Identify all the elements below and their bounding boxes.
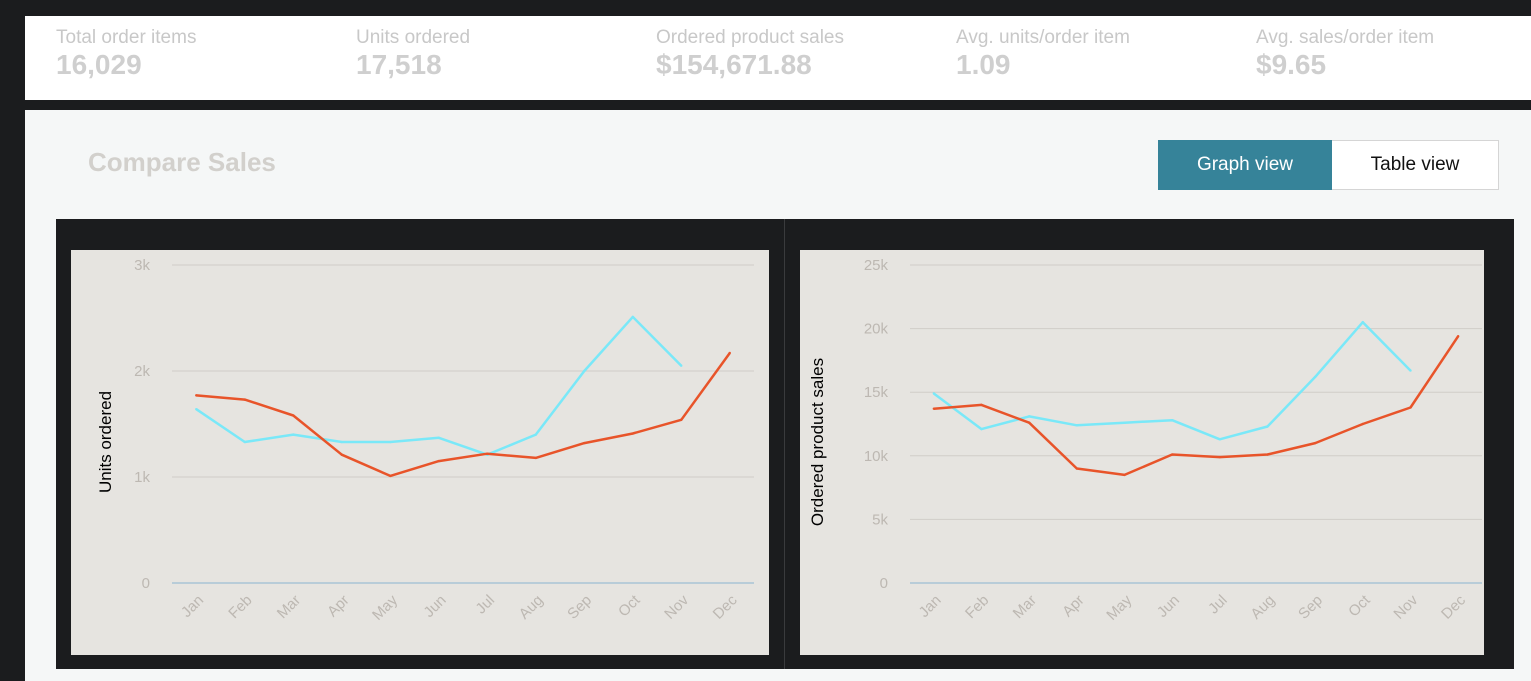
metrics-bar: Total order items 16,029 Units ordered 1… bbox=[25, 16, 1531, 100]
data-point-series-orange bbox=[1170, 453, 1174, 456]
section-separator bbox=[25, 100, 1531, 110]
data-point-series-orange bbox=[340, 453, 343, 456]
charts-container: 0 1k 2k 3k Jan Feb Mar Apr May Jun Jul Aug Sep Oct Nov… bbox=[56, 219, 1514, 669]
y-tick-label: 10k bbox=[864, 448, 889, 465]
metric-value: 17,518 bbox=[356, 49, 442, 80]
data-point-series-cyan bbox=[243, 440, 246, 444]
data-point-series-orange bbox=[1027, 421, 1031, 424]
metric-value: 1.09 bbox=[956, 49, 1011, 80]
data-point-series-cyan bbox=[980, 427, 983, 431]
data-point-series-cyan bbox=[1313, 375, 1317, 379]
plot-background bbox=[71, 250, 769, 655]
data-point-series-cyan bbox=[932, 392, 936, 395]
data-point-series-orange bbox=[728, 351, 731, 355]
data-point-series-orange bbox=[980, 403, 983, 407]
data-point-series-orange bbox=[389, 474, 392, 478]
metric-ordered-product-sales: Ordered product sales $154,671.88 bbox=[656, 26, 844, 80]
metric-label: Avg. sales/order item bbox=[1256, 27, 1435, 48]
data-point-series-orange bbox=[1409, 406, 1412, 409]
data-point-series-cyan bbox=[583, 369, 586, 373]
metric-label: Ordered product sales bbox=[656, 27, 844, 48]
data-point-series-orange bbox=[1361, 422, 1365, 426]
table-view-button[interactable]: Table view bbox=[1332, 140, 1499, 190]
data-point-series-orange bbox=[243, 398, 246, 401]
view-toggle: Graph view Table view bbox=[1158, 140, 1499, 190]
data-point-series-orange bbox=[292, 414, 295, 417]
data-point-series-cyan bbox=[340, 440, 343, 444]
metric-total-order-items: Total order items 16,029 bbox=[56, 26, 196, 80]
y-tick-label: 0 bbox=[880, 575, 888, 592]
y-axis-title: Ordered product sales bbox=[808, 358, 827, 526]
plot-background bbox=[800, 250, 1484, 655]
compare-sales-title: Compare Sales bbox=[88, 147, 276, 177]
data-point-series-orange bbox=[1123, 473, 1126, 477]
y-tick-label: 5k bbox=[872, 511, 888, 528]
data-point-series-cyan bbox=[437, 436, 440, 439]
y-tick-label: 15k bbox=[864, 384, 889, 401]
data-point-series-cyan bbox=[1218, 438, 1222, 441]
data-point-series-cyan bbox=[1266, 425, 1269, 428]
data-point-series-orange bbox=[680, 418, 683, 421]
top-dark-strip bbox=[25, 0, 1531, 16]
metric-label: Units ordered bbox=[356, 27, 471, 48]
data-point-series-orange bbox=[583, 441, 586, 445]
series-line-series-orange bbox=[196, 352, 731, 478]
metric-avg-units-per-order-item: Avg. units/order item 1.09 bbox=[956, 26, 1130, 80]
data-point-series-cyan bbox=[389, 440, 392, 444]
metric-units-ordered: Units ordered 17,518 bbox=[356, 26, 470, 80]
metric-avg-sales-per-order-item: Avg. sales/order item $9.65 bbox=[1256, 26, 1434, 80]
data-point-series-orange bbox=[1313, 441, 1317, 445]
data-point-series-orange bbox=[534, 456, 537, 460]
metric-value: $154,671.88 bbox=[656, 49, 812, 80]
series-line-series-orange bbox=[933, 335, 1460, 477]
y-axis-title: Units ordered bbox=[96, 391, 115, 493]
y-tick-label: 2k bbox=[134, 363, 150, 380]
data-point-series-orange bbox=[1218, 455, 1222, 459]
chart-divider bbox=[784, 219, 785, 669]
y-tick-label: 1k bbox=[134, 469, 150, 486]
data-point-series-orange bbox=[1266, 453, 1269, 456]
data-point-series-cyan bbox=[292, 433, 295, 436]
metric-label: Avg. units/order item bbox=[956, 27, 1130, 48]
metric-label: Total order items bbox=[56, 27, 197, 48]
data-point-series-cyan bbox=[1027, 415, 1031, 418]
metric-value: 16,029 bbox=[56, 49, 142, 80]
metric-value: $9.65 bbox=[1256, 49, 1327, 80]
graph-view-button[interactable]: Graph view bbox=[1158, 140, 1332, 190]
data-point-series-cyan bbox=[631, 315, 634, 319]
data-point-series-orange bbox=[1456, 335, 1460, 338]
data-point-series-cyan bbox=[1409, 369, 1412, 372]
data-point-series-cyan bbox=[195, 407, 198, 411]
compare-sales-panel: Compare Sales Graph view Table view 0 1k 2… bbox=[25, 110, 1531, 681]
y-tick-label: 20k bbox=[864, 321, 889, 338]
data-point-series-cyan bbox=[1170, 418, 1174, 422]
data-point-series-orange bbox=[195, 394, 198, 397]
data-point-series-cyan bbox=[534, 433, 537, 436]
y-tick-label: 0 bbox=[142, 575, 150, 592]
data-point-series-orange bbox=[631, 432, 634, 435]
data-point-series-orange bbox=[932, 407, 936, 410]
data-point-series-orange bbox=[1075, 467, 1079, 470]
data-point-series-cyan bbox=[1123, 421, 1126, 424]
data-point-series-cyan bbox=[680, 364, 683, 367]
data-point-series-orange bbox=[486, 452, 489, 455]
data-point-series-cyan bbox=[1075, 424, 1079, 427]
y-tick-label: 25k bbox=[864, 257, 889, 274]
data-point-series-cyan bbox=[1361, 321, 1365, 324]
y-tick-label: 3k bbox=[134, 257, 150, 274]
data-point-series-orange bbox=[437, 459, 440, 463]
